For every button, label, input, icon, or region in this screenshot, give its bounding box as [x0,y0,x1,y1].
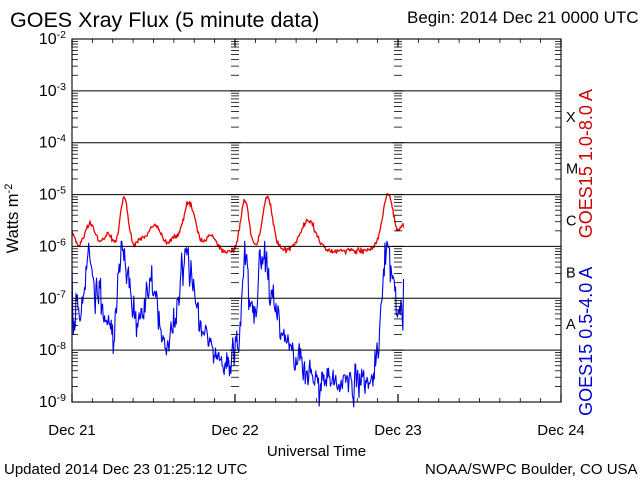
svg-text:Dec 24: Dec 24 [537,422,585,439]
svg-text:A: A [566,317,576,333]
svg-text:NOAA/SWPC Boulder, CO USA: NOAA/SWPC Boulder, CO USA [425,461,638,478]
svg-text:10-8: 10-8 [39,340,66,359]
svg-text:B: B [566,265,576,281]
svg-text:GOES15 0.5-4.0 A: GOES15 0.5-4.0 A [576,267,596,416]
svg-text:10-3: 10-3 [39,81,66,100]
svg-text:10-6: 10-6 [39,236,66,255]
svg-text:Dec 22: Dec 22 [211,422,259,439]
svg-text:Begin: 2014 Dec 21 0000 UTC: Begin: 2014 Dec 21 0000 UTC [407,8,639,27]
svg-text:Watts m-2: Watts m-2 [3,184,22,254]
svg-text:10-5: 10-5 [39,185,66,204]
svg-text:10-4: 10-4 [39,133,66,152]
svg-text:X: X [566,110,576,126]
svg-text:GOES15 1.0-8.0 A: GOES15 1.0-8.0 A [576,89,596,238]
svg-text:Dec 21: Dec 21 [48,422,96,439]
svg-text:Universal Time: Universal Time [267,443,366,460]
svg-text:Updated 2014 Dec 23 01:25:12 U: Updated 2014 Dec 23 01:25:12 UTC [4,461,248,478]
svg-text:GOES Xray Flux (5 minute data): GOES Xray Flux (5 minute data) [10,8,319,32]
svg-text:10-7: 10-7 [39,288,66,307]
svg-text:C: C [566,214,576,230]
svg-text:Dec 23: Dec 23 [374,422,422,439]
svg-text:10-9: 10-9 [39,392,66,411]
